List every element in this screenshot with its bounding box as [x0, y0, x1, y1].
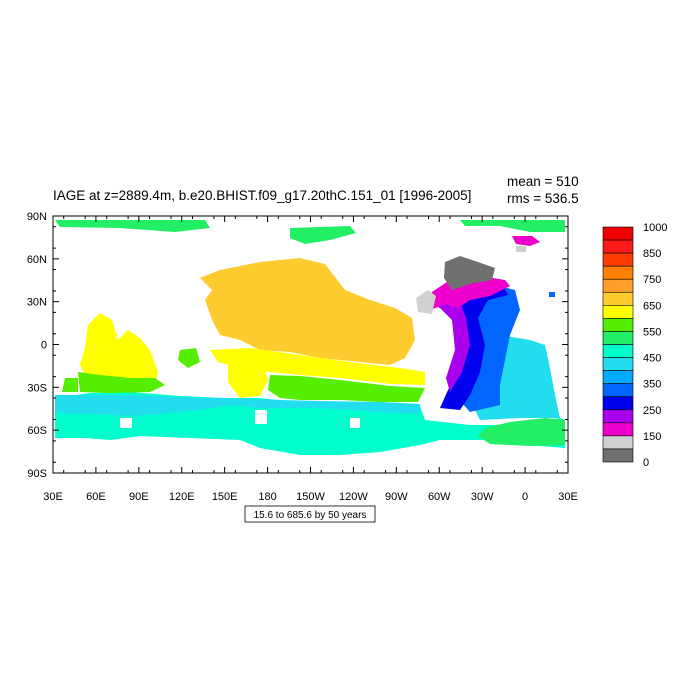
lon-tick-label: 150W: [296, 491, 325, 503]
lat-tick-label: 60N: [27, 254, 47, 266]
region-arctic-west: [55, 220, 210, 232]
region-small-blue: [549, 292, 555, 297]
contour-info-box: [244, 505, 376, 523]
lon-tick-label: 90E: [129, 491, 149, 503]
colorbar-swatch: [602, 396, 634, 411]
lat-tick-label: 60S: [27, 425, 47, 437]
region-island-3: [350, 418, 360, 428]
contour-info-label: 15.6 to 685.6 by 50 years: [254, 510, 367, 521]
lat-tick-label: 30S: [27, 382, 47, 394]
region-indian-green: [78, 372, 165, 393]
region-indonesia-green: [178, 348, 200, 368]
colorbar-label: 250: [643, 405, 661, 417]
colorbar-label: 650: [643, 300, 661, 312]
colorbar-swatch: [602, 448, 634, 463]
region-small-gray: [516, 246, 526, 252]
colorbar-label: 0: [643, 457, 649, 469]
lon-tick-label: 30E: [558, 491, 578, 503]
colorbar-swatch: [602, 422, 634, 437]
region-pacific-green: [268, 375, 425, 402]
region-indian-yellow: [80, 313, 158, 388]
region-north-atlantic-gray: [444, 256, 495, 290]
region-southern-ocean-lightblue: [55, 395, 420, 416]
latitude-axis: 90N 60N 30N 0 30S 60S 90S: [27, 211, 568, 480]
colorbar-label: 350: [643, 379, 661, 391]
lon-tick-label: 60W: [428, 491, 451, 503]
colorbar-swatch: [602, 278, 634, 293]
lon-tick-label: 60E: [86, 491, 106, 503]
colorbar-swatch: [602, 357, 634, 371]
lon-tick-label: 120W: [339, 491, 368, 503]
lon-tick-label: 150E: [212, 491, 238, 503]
lat-tick-label: 0: [41, 340, 47, 352]
colorbar-swatch: [602, 383, 634, 398]
lon-tick-label: 120E: [169, 491, 195, 503]
region-island-1: [120, 418, 132, 428]
region-pacific-orange: [200, 258, 415, 365]
lat-tick-label: 30N: [27, 297, 47, 309]
colorbar-swatch: [602, 370, 634, 384]
region-atlantic-purple: [422, 292, 470, 392]
region-tasman-yellow: [228, 360, 268, 398]
colorbar-swatch: [602, 409, 634, 424]
colorbar-label: 550: [643, 326, 661, 338]
colorbar-swatch: [602, 239, 634, 254]
colorbar-label: 450: [643, 353, 661, 365]
colorbar-label: 150: [643, 431, 661, 443]
colorbar-label: 1000: [643, 222, 667, 234]
lon-tick-label: 30W: [471, 491, 494, 503]
region-indian-green-left: [62, 378, 78, 392]
lon-tick-label: 0: [522, 491, 528, 503]
region-southeast-green: [478, 418, 565, 446]
lon-tick-label: 180: [258, 491, 276, 503]
colorbar-label: 850: [643, 248, 661, 260]
colorbar-swatch: [602, 226, 634, 241]
region-island-2: [255, 410, 267, 424]
lat-tick-label: 90S: [27, 468, 47, 480]
longitude-axis: 30E 60E 90E 120E 150E 180 150W 120W 90W 60W 30W 0 30…: [43, 216, 578, 503]
colorbar-swatch: [602, 435, 634, 450]
mean-value: mean = 510: [507, 174, 579, 189]
region-atlantic-magenta: [420, 276, 510, 310]
colorbar-swatch: [602, 291, 634, 306]
colorbar: 1000 850 750 650 550 450 350 250 150 0: [602, 222, 667, 469]
region-greenland-lightgray: [416, 290, 436, 314]
region-north-atlantic-sliver: [512, 236, 540, 246]
colorbar-swatch: [602, 305, 634, 319]
region-arctic-east: [460, 220, 565, 232]
colorbar-label: 750: [643, 274, 661, 286]
map-field: [55, 220, 565, 455]
lat-tick-label: 90N: [27, 211, 47, 223]
map-title: IAGE at z=2889.4m, b.e20.BHIST.f09_g17.2…: [53, 188, 471, 203]
region-arctic-mid: [290, 226, 356, 244]
colorbar-swatch: [602, 265, 634, 280]
lon-tick-label: 30E: [43, 491, 63, 503]
colorbar-swatch: [602, 252, 634, 267]
region-pacific-yellow: [210, 348, 425, 385]
colorbar-swatch: [602, 344, 634, 358]
lon-tick-label: 90W: [385, 491, 408, 503]
rms-value: rms = 536.5: [507, 191, 579, 206]
colorbar-swatch: [602, 331, 634, 345]
colorbar-swatch: [602, 318, 634, 332]
